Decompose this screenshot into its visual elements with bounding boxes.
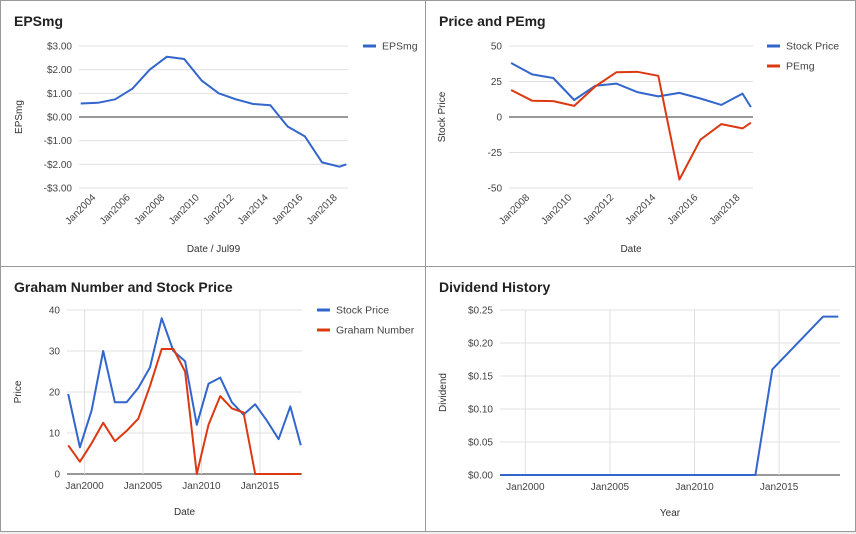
y-tick-label: $2.00 [47,65,72,76]
x-tick-label: Jan2014 [236,192,271,227]
legend-swatch [363,44,376,48]
y-axis-label: Price [13,380,24,403]
x-tick-label: Jan2015 [241,481,280,492]
x-tick-label: Jan2018 [305,192,340,227]
x-tick-label: Jan2016 [666,192,701,227]
x-tick-label: Jan2012 [201,192,236,227]
y-tick-label: $0.20 [468,339,493,350]
y-axis-label: Dividend [438,373,449,412]
series-line-epsmg [80,55,347,168]
x-axis-label: Date [174,507,196,518]
dividend-chart-svg: $0.25 $0.20 $0.15 $0.10 $0.05 $0.00 Jan2000 Jan… [438,306,840,519]
y-tick-label: 25 [491,77,503,88]
y-tick-label: $0.25 [468,306,493,317]
y-tick-label: $3.00 [47,42,72,53]
x-tick-label: Jan2008 [132,192,167,227]
series-line-graham-number [67,348,301,475]
y-tick-label: $0.05 [468,438,493,449]
x-tick-label: Jan2010 [675,482,714,493]
y-tick-label: $0.15 [468,372,493,383]
graham-chart-panel: 40 30 20 10 0 Jan2000 Jan2005 Jan2010 Jan2015 Dat… [0,266,426,532]
legend-label: Graham Number [336,325,415,337]
y-axis-label: Stock Price [437,91,448,142]
legend-label: PEmg [786,61,815,73]
x-axis-label: Date [620,244,642,255]
y-tick-label: $1.00 [47,89,72,100]
series-line-pemg [510,70,752,181]
graham-chart-svg: 40 30 20 10 0 Jan2000 Jan2005 Jan2010 Jan2015 Dat… [13,305,415,519]
x-tick-label: Jan2016 [270,192,305,227]
y-tick-label: 40 [49,306,61,317]
chart-title: Dividend History [439,279,551,295]
y-tick-label: 20 [49,388,61,399]
eps-chart-svg: $3.00$2.00$1.00$0.00-$1.00-$2.00-$3.00Ja… [14,41,418,256]
legend-label: EPSmg [382,41,418,53]
x-tick-label: Jan2015 [760,482,799,493]
legend-swatch [767,44,780,48]
y-tick-label: -$2.00 [44,160,73,171]
x-tick-label: Jan2000 [506,482,545,493]
series-line-stock-price [510,62,752,108]
x-tick-label: Jan2010 [182,481,221,492]
y-tick-label: -25 [488,148,503,159]
legend-swatch [317,308,330,312]
y-tick-label: $0.00 [468,471,493,482]
x-tick-label: Jan2014 [623,192,658,227]
legend-swatch [317,328,330,332]
dividend-chart-panel: $0.25 $0.20 $0.15 $0.10 $0.05 $0.00 Jan2000 Jan… [425,266,856,532]
price-pe-chart-panel: 50 25 0 -25 -50 Jan2008 Jan2010 Jan2012 Jan2014 J… [425,0,856,267]
chart-title: Graham Number and Stock Price [14,279,233,295]
x-tick-label: Jan2018 [708,192,743,227]
y-tick-label: $0.10 [468,405,493,416]
series-line-dividend [500,315,839,476]
x-tick-label: Jan2006 [98,192,133,227]
x-tick-label: Jan2008 [497,192,532,227]
x-tick-label: Jan2004 [63,192,98,227]
chart-title: Price and PEmg [439,13,546,29]
series-line-stock-price [67,317,302,449]
y-tick-label: -50 [488,184,503,195]
legend-label: Stock Price [786,41,839,53]
y-tick-label: 50 [491,42,503,53]
chart-title: EPSmg [14,13,64,29]
legend-swatch [767,64,780,68]
y-tick-label: 0 [54,470,60,481]
x-tick-label: Jan2010 [539,192,574,227]
legend-label: Stock Price [336,305,389,317]
y-tick-label: -$3.00 [44,184,73,195]
y-tick-label: 10 [49,429,61,440]
y-axis-label: EPSmg [14,100,25,134]
x-axis-label: Year [660,508,681,519]
x-tick-label: Jan2012 [581,192,616,227]
x-tick-label: Jan2000 [65,481,104,492]
y-tick-label: 30 [49,347,61,358]
x-tick-label: Jan2005 [124,481,163,492]
y-tick-label: 0 [496,113,502,124]
x-tick-label: Jan2005 [591,482,630,493]
x-tick-label: Jan2010 [167,192,202,227]
eps-chart-panel: $3.00 $2.00 $1.00 $0.00 -$1.00 -$2.00 -$3.00 Ja… [0,0,426,267]
y-tick-label: -$1.00 [44,136,73,147]
x-axis-label: Date / Jul99 [187,244,241,255]
y-tick-label: $0.00 [47,113,72,124]
